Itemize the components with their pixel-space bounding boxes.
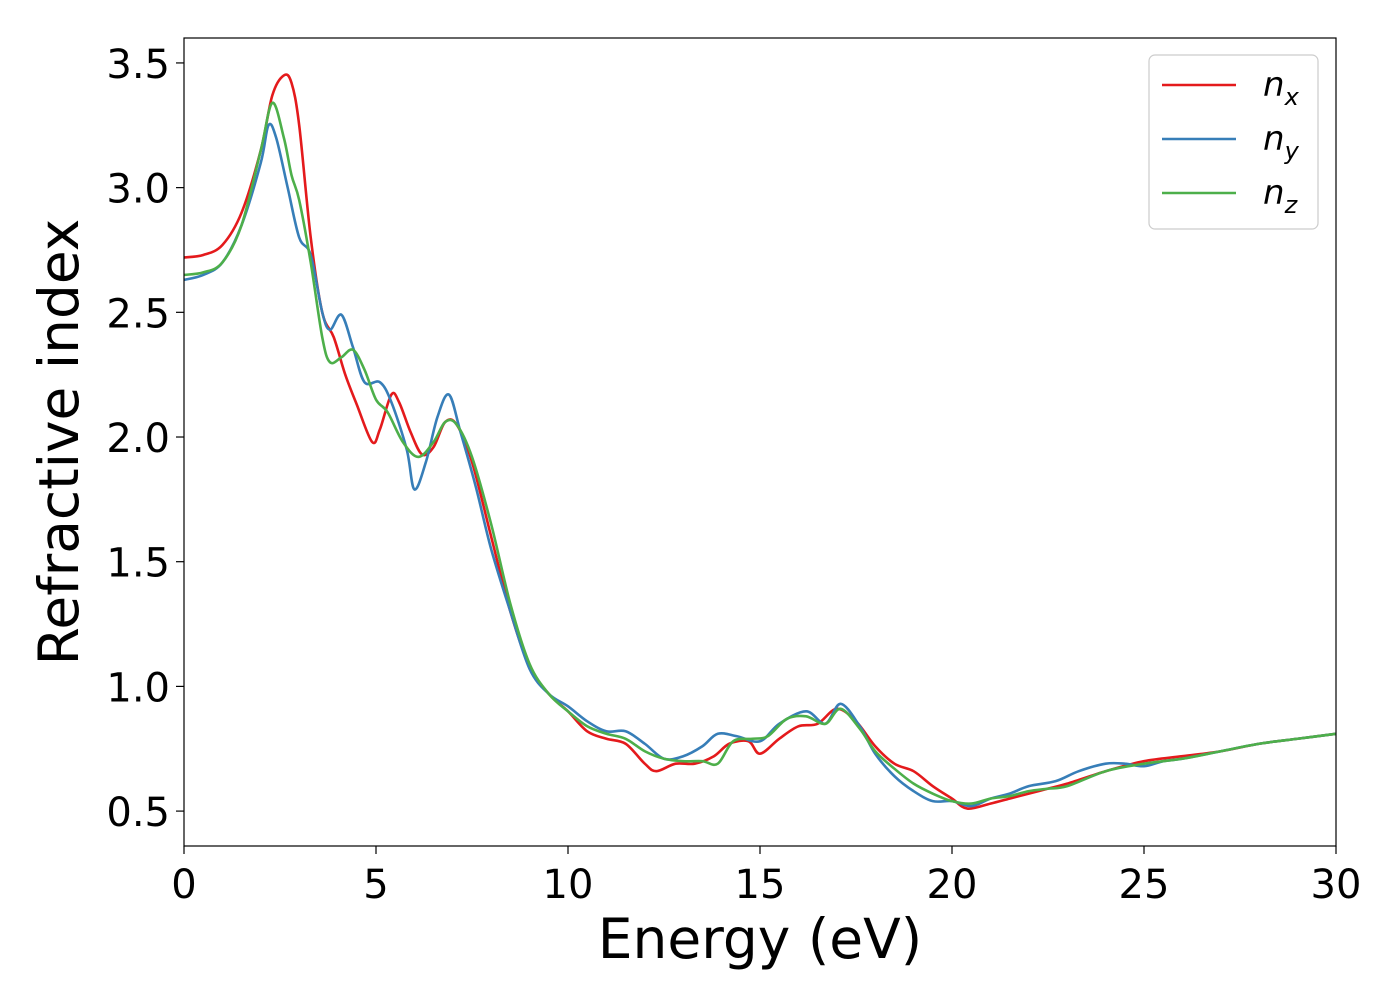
y-tick-label: 2.5 (106, 291, 170, 337)
y-tick-label: 3.5 (106, 42, 170, 88)
y-axis-ticks: 0.5 1.0 1.5 2.0 2.5 3.0 3.5 (106, 42, 184, 836)
series-line-nz (183, 101, 1337, 805)
x-axis-ticks: 0 5 10 15 20 25 30 (171, 846, 1361, 908)
x-tick-label: 15 (735, 862, 786, 908)
legend-label: nz (1263, 173, 1299, 219)
y-axis-label: Refractive index (27, 219, 91, 666)
y-tick-label: 0.5 (106, 790, 170, 836)
x-tick-label: 25 (1119, 862, 1170, 908)
y-tick-label: 1.0 (106, 665, 170, 711)
x-tick-label: 0 (171, 862, 196, 908)
x-tick-label: 10 (543, 862, 594, 908)
series-lines (183, 73, 1337, 810)
y-tick-label: 3.0 (106, 167, 170, 213)
x-axis-label: Energy (eV) (598, 907, 922, 971)
x-tick-label: 5 (363, 862, 388, 908)
x-tick-label: 20 (927, 862, 978, 908)
y-tick-label: 1.5 (106, 541, 170, 587)
legend-box (1148, 54, 1319, 230)
y-tick-label: 2.0 (106, 416, 170, 462)
series-line-ny (183, 122, 1337, 808)
x-tick-label: 30 (1311, 862, 1362, 908)
